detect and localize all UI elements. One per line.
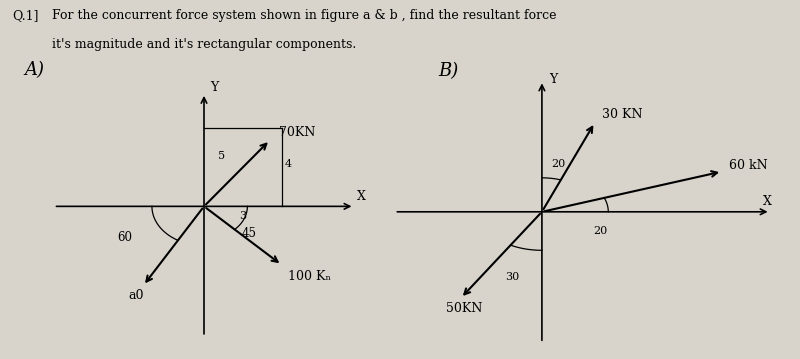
Text: 20: 20 — [594, 227, 608, 237]
Text: 20: 20 — [551, 159, 566, 168]
Text: Y: Y — [550, 73, 558, 86]
Text: 60 kN: 60 kN — [730, 159, 768, 172]
Text: X: X — [763, 195, 772, 208]
Text: 4: 4 — [285, 159, 292, 169]
Text: 45: 45 — [242, 227, 257, 240]
Text: X: X — [358, 190, 366, 203]
Text: a0: a0 — [129, 289, 144, 302]
Text: 70KN: 70KN — [278, 126, 315, 139]
Text: Q.1]: Q.1] — [12, 9, 38, 22]
Text: 30 KN: 30 KN — [602, 108, 642, 121]
Text: B): B) — [438, 62, 459, 80]
Text: 60: 60 — [118, 231, 132, 244]
Text: 30: 30 — [505, 272, 519, 282]
Text: 50KN: 50KN — [446, 302, 482, 315]
Text: it's magnitude and it's rectangular components.: it's magnitude and it's rectangular comp… — [52, 38, 356, 51]
Text: For the concurrent force system shown in figure a & b , find the resultant force: For the concurrent force system shown in… — [52, 9, 557, 22]
Text: Y: Y — [210, 81, 218, 94]
Text: A): A) — [25, 61, 45, 80]
Text: 100 Kₙ: 100 Kₙ — [287, 270, 330, 283]
Text: 5: 5 — [218, 151, 226, 162]
Text: 3: 3 — [238, 211, 246, 222]
